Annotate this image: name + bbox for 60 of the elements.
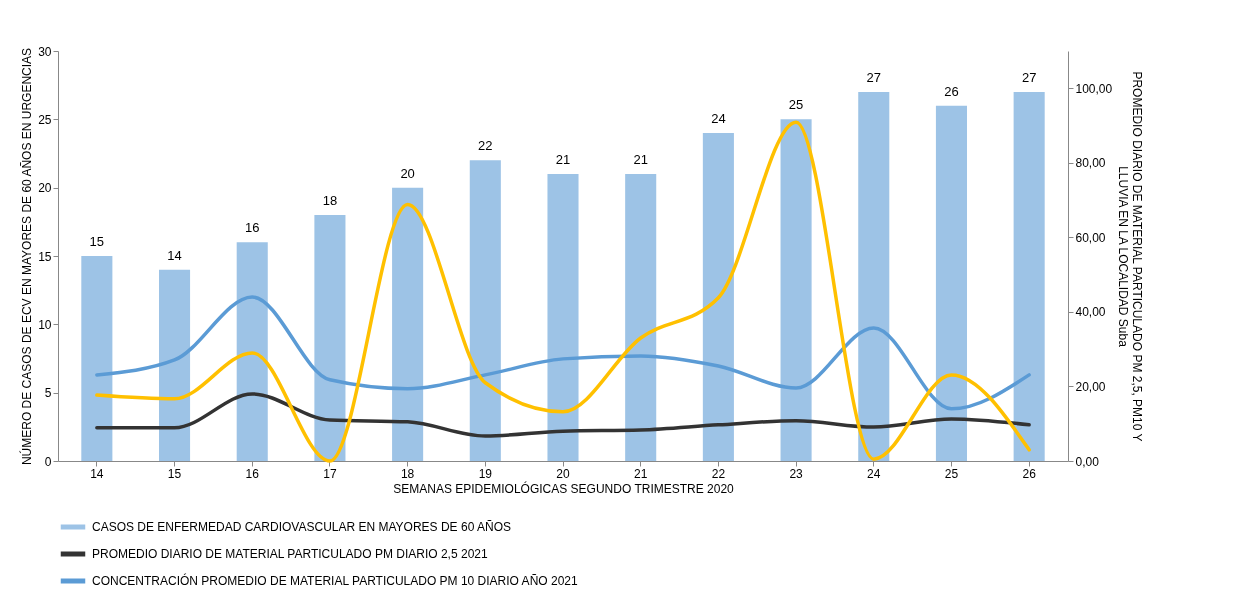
y-tick-label: 0	[44, 454, 52, 469]
y-tick-label: 30	[38, 44, 52, 59]
data-label: 16	[245, 220, 260, 236]
bar	[236, 242, 268, 461]
bar	[314, 215, 346, 461]
data-label: 22	[478, 138, 493, 154]
bar	[1013, 92, 1045, 461]
x-tick-label: 24	[867, 466, 881, 481]
y-tick-label: 15	[38, 249, 52, 264]
bar	[547, 174, 579, 461]
data-label: 24	[711, 111, 726, 126]
legend-label: CONCENTRACIÓN PROMEDIO DE MATERIAL PARTICULADO PM 10 DIARIO AÑO 2021	[92, 573, 578, 588]
bar	[625, 174, 657, 461]
x-tick-label: 17	[323, 466, 337, 481]
bar	[858, 92, 890, 461]
y-tick-label: 25	[38, 112, 52, 127]
bar	[469, 160, 501, 461]
x-axis-title: SEMANAS EPIDEMIOLÓGICAS SEGUNDO TRIMESTRE 2020	[393, 480, 735, 496]
y-tick-label: 20	[38, 181, 52, 196]
x-tick-label: 18	[400, 466, 415, 481]
legend-label: CASOS DE ENFERMEDAD CARDIOVASCULAR EN MAYORES DE 60 AÑOS	[92, 520, 511, 534]
data-label: 21	[633, 152, 648, 167]
y-axis-title: NÚMERO DE CASOS DE ECV EN MAYORES DE 60 AÑOS EN URGENCIAS	[19, 47, 35, 466]
legend-label: PROMEDIO DIARIO DE MATERIAL PARTICULADO PM DIARIO 2,5 2021	[92, 547, 488, 561]
data-label: 21	[555, 152, 571, 167]
y-tick-label: 10	[38, 317, 52, 332]
y2-tick-label: 0,00	[1075, 454, 1100, 469]
bar	[81, 256, 113, 461]
x-tick-label: 19	[478, 466, 493, 481]
x-tick-label: 25	[944, 466, 959, 481]
data-label: 18	[322, 193, 338, 208]
bar	[780, 119, 812, 461]
x-tick-label: 26	[1022, 466, 1037, 481]
data-label: 27	[866, 70, 881, 85]
y2-tick-label: 40,00	[1075, 305, 1106, 320]
x-tick-label: 23	[789, 466, 804, 481]
x-tick-label: 21	[634, 466, 648, 481]
data-label: 14	[167, 247, 182, 263]
line-series	[95, 295, 1031, 411]
bar	[392, 187, 424, 461]
data-label: 25	[788, 97, 804, 113]
data-label: 15	[89, 234, 105, 249]
y-tick-label: 5	[44, 386, 52, 401]
y2-tick-label: 100,00	[1075, 81, 1113, 96]
x-tick-label: 15	[167, 466, 182, 481]
x-tick-label: 22	[711, 466, 726, 481]
bar	[935, 105, 967, 461]
x-tick-label: 16	[245, 466, 260, 481]
y2-tick-label: 60,00	[1075, 230, 1106, 245]
data-label: 27	[1021, 70, 1037, 85]
bar	[159, 269, 191, 461]
bar	[702, 133, 734, 461]
y2-tick-label: 80,00	[1075, 156, 1106, 171]
data-label: 26	[944, 83, 959, 99]
y2-axis-title: PROMEDIO DIARIO DE MATERIAL PARTICULADO PM 2,5, PM10 Y LLUVIA EN LA LOCALIDAD Suba	[1116, 71, 1145, 442]
x-tick-label: 14	[90, 466, 104, 481]
data-label: 20	[400, 165, 415, 181]
y2-tick-label: 20,00	[1075, 379, 1106, 394]
line-series	[95, 392, 1031, 438]
x-tick-label: 20	[556, 466, 570, 481]
